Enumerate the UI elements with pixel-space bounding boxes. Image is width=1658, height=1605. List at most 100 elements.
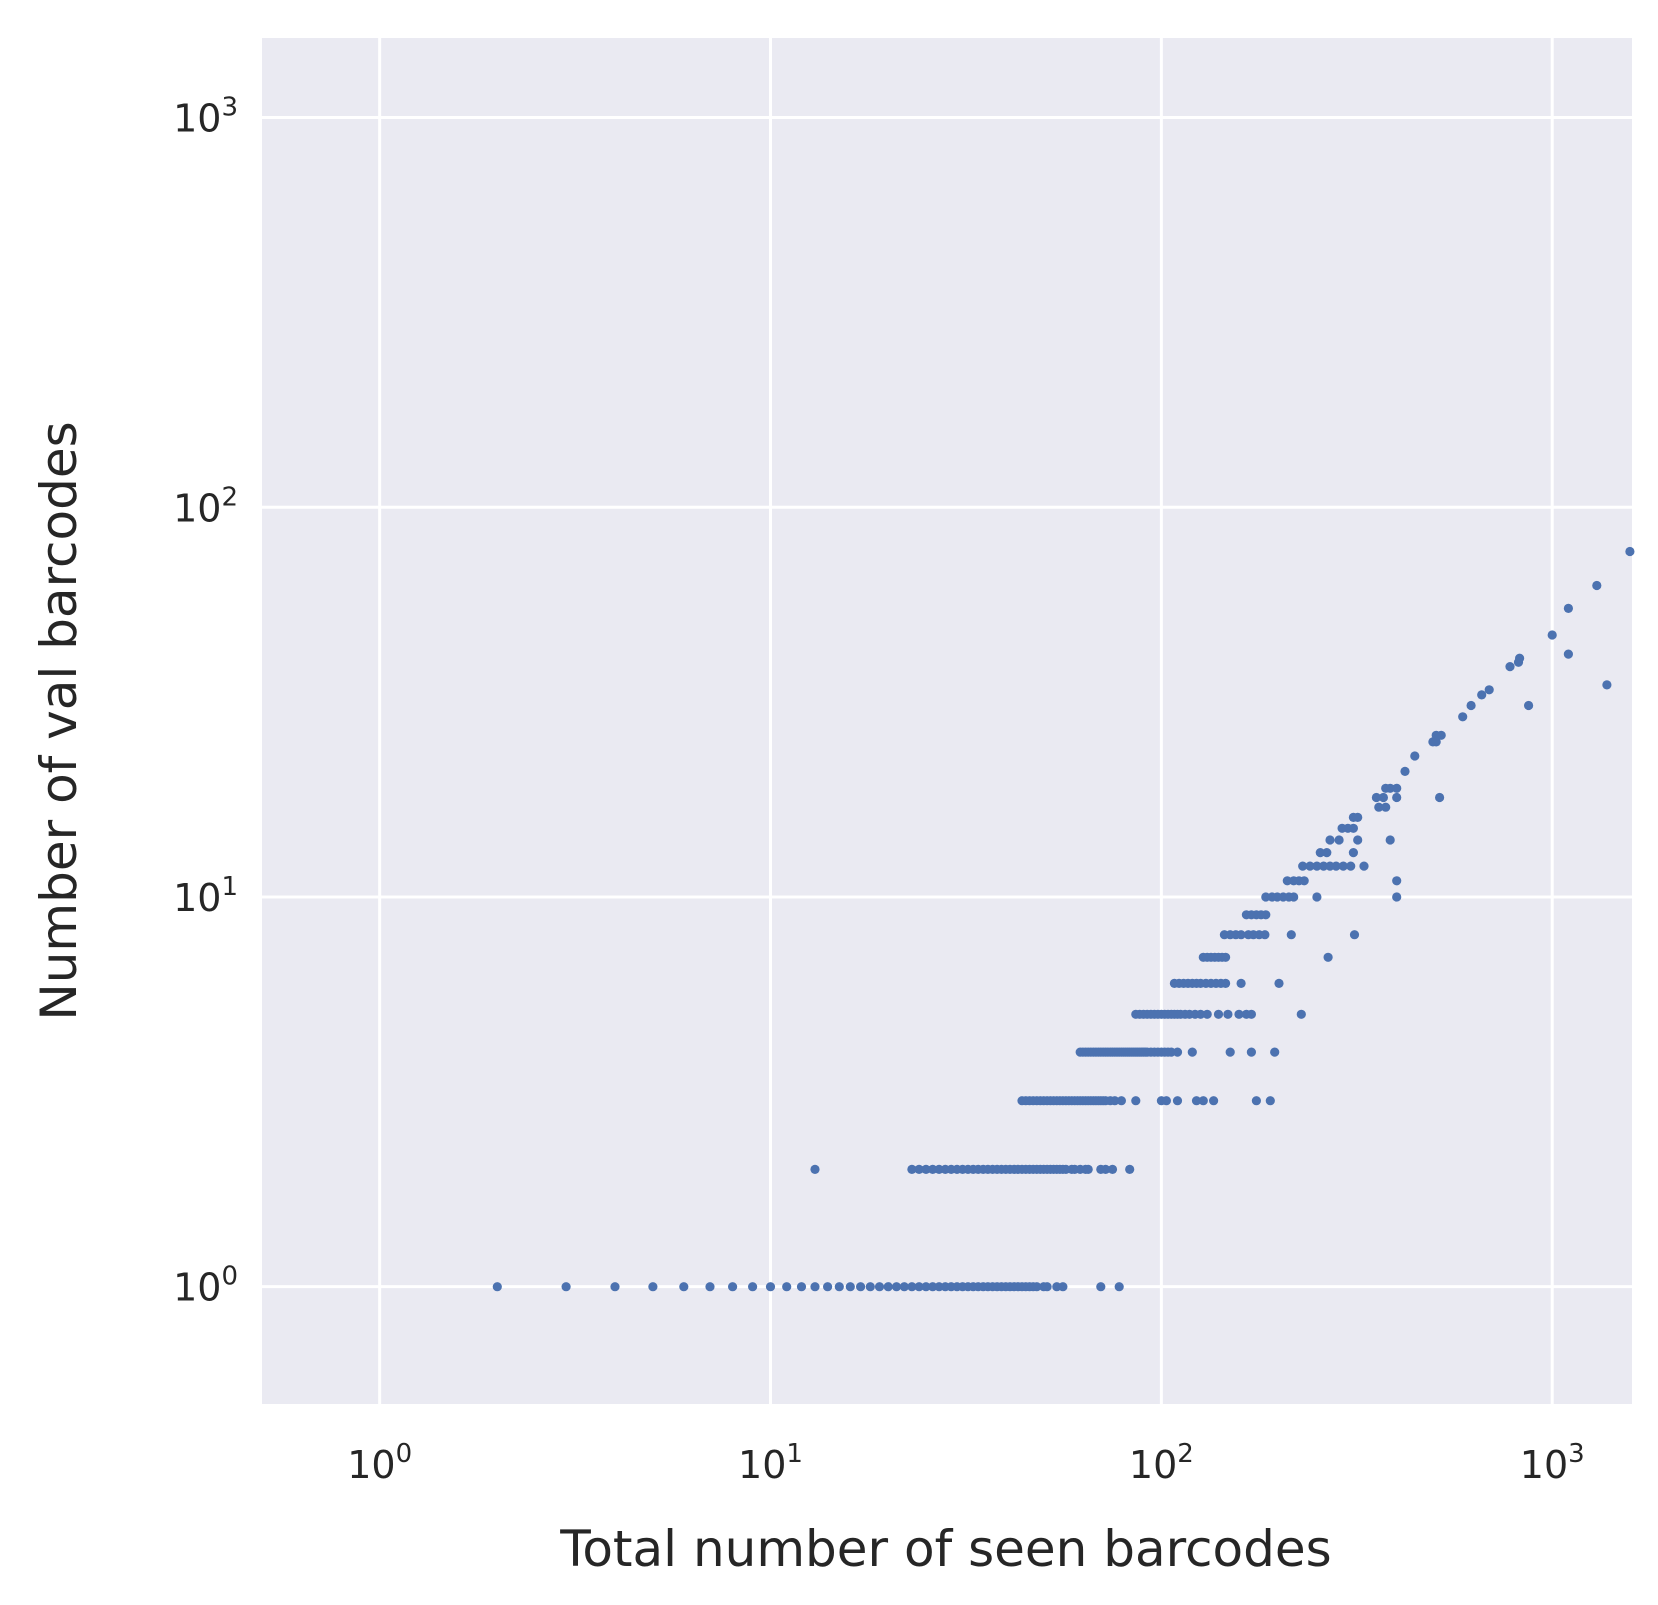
data-point (1274, 978, 1284, 989)
data-point (1435, 792, 1445, 803)
data-point (1096, 1282, 1106, 1292)
data-point (796, 1282, 807, 1292)
y-tick-label: 103 (173, 93, 238, 141)
data-point (1484, 685, 1494, 695)
data-point (1346, 861, 1356, 871)
data-point (921, 1164, 931, 1174)
data-point (1236, 930, 1246, 940)
data-point (1312, 861, 1322, 871)
data-point (1261, 892, 1271, 902)
data-point (907, 1282, 917, 1292)
data-point (1234, 1009, 1244, 1019)
data-point (1602, 680, 1612, 690)
data-point (1563, 603, 1573, 614)
data-point (1348, 823, 1358, 833)
data-point (1392, 783, 1402, 793)
data-point (1353, 835, 1363, 845)
data-point (1265, 1096, 1275, 1106)
data-point (1312, 892, 1322, 902)
data-point (1410, 751, 1420, 761)
data-point (1319, 861, 1329, 871)
data-point (1261, 910, 1271, 920)
data-point (1125, 1164, 1135, 1174)
data-points (492, 546, 1635, 1292)
data-point (561, 1282, 571, 1292)
data-point (1592, 580, 1602, 591)
data-point (1191, 1096, 1202, 1106)
y-tick-label: 102 (173, 482, 238, 530)
y-tick-label: 100 (173, 1262, 238, 1310)
data-point (1359, 861, 1369, 871)
data-point (1378, 792, 1388, 803)
data-point (928, 1282, 938, 1292)
data-point (492, 1282, 502, 1292)
data-point (1246, 1047, 1256, 1057)
data-point (1282, 876, 1292, 886)
x-tick-label: 102 (1129, 1439, 1194, 1487)
data-point (1477, 690, 1487, 700)
data-point (1032, 1282, 1042, 1292)
data-point (928, 1164, 938, 1174)
data-point (1246, 1009, 1256, 1019)
data-point (1116, 1096, 1126, 1106)
data-point (891, 1282, 902, 1292)
data-point (1236, 978, 1246, 989)
data-point (865, 1282, 875, 1292)
data-point (1385, 783, 1395, 793)
data-point (874, 1282, 885, 1292)
data-point (1625, 546, 1635, 557)
data-point (1213, 1009, 1224, 1019)
data-point (845, 1282, 855, 1292)
data-point (1331, 861, 1341, 871)
data-point (1131, 1096, 1141, 1106)
data-point (1322, 848, 1332, 858)
data-point (1260, 930, 1270, 940)
data-point (1202, 1009, 1212, 1019)
data-point (1196, 1009, 1206, 1019)
data-point (1110, 1096, 1120, 1106)
data-point (1251, 1096, 1261, 1106)
data-point (1458, 712, 1468, 722)
x-tick-label: 103 (1520, 1439, 1585, 1487)
data-point (1431, 730, 1441, 740)
data-point (1221, 978, 1231, 989)
data-point (1338, 861, 1348, 871)
data-point (1101, 1164, 1111, 1174)
data-point (1296, 1009, 1306, 1019)
data-point (1563, 649, 1573, 659)
data-point (1371, 792, 1381, 803)
data-point (782, 1282, 792, 1292)
data-point (1270, 1047, 1280, 1057)
x-tick-label: 101 (738, 1439, 803, 1487)
data-point (679, 1282, 689, 1292)
data-point (1325, 835, 1335, 845)
data-point (1505, 662, 1515, 672)
data-point (1114, 1282, 1124, 1292)
data-point (1374, 802, 1384, 812)
data-point (1298, 861, 1308, 871)
data-point (914, 1282, 924, 1292)
data-point (1305, 861, 1315, 871)
data-point (1431, 737, 1441, 747)
data-point (899, 1282, 909, 1292)
data-point (1334, 835, 1344, 845)
data-point (1385, 835, 1395, 845)
data-point (765, 1282, 776, 1292)
x-axis-ticks: 100 101 102 103 (347, 1439, 1584, 1487)
data-point (705, 1282, 715, 1292)
data-point (856, 1282, 866, 1292)
data-point (1392, 792, 1402, 803)
data-point (1198, 1096, 1208, 1106)
plot-background (262, 38, 1632, 1404)
data-point (1400, 766, 1410, 777)
data-point (1315, 848, 1325, 858)
data-point (648, 1282, 658, 1292)
data-point (1042, 1282, 1052, 1292)
data-point (1547, 630, 1557, 640)
data-point (1353, 812, 1363, 823)
data-point (834, 1282, 844, 1292)
data-point (1323, 952, 1333, 962)
data-point (1524, 700, 1534, 711)
data-point (748, 1282, 758, 1292)
